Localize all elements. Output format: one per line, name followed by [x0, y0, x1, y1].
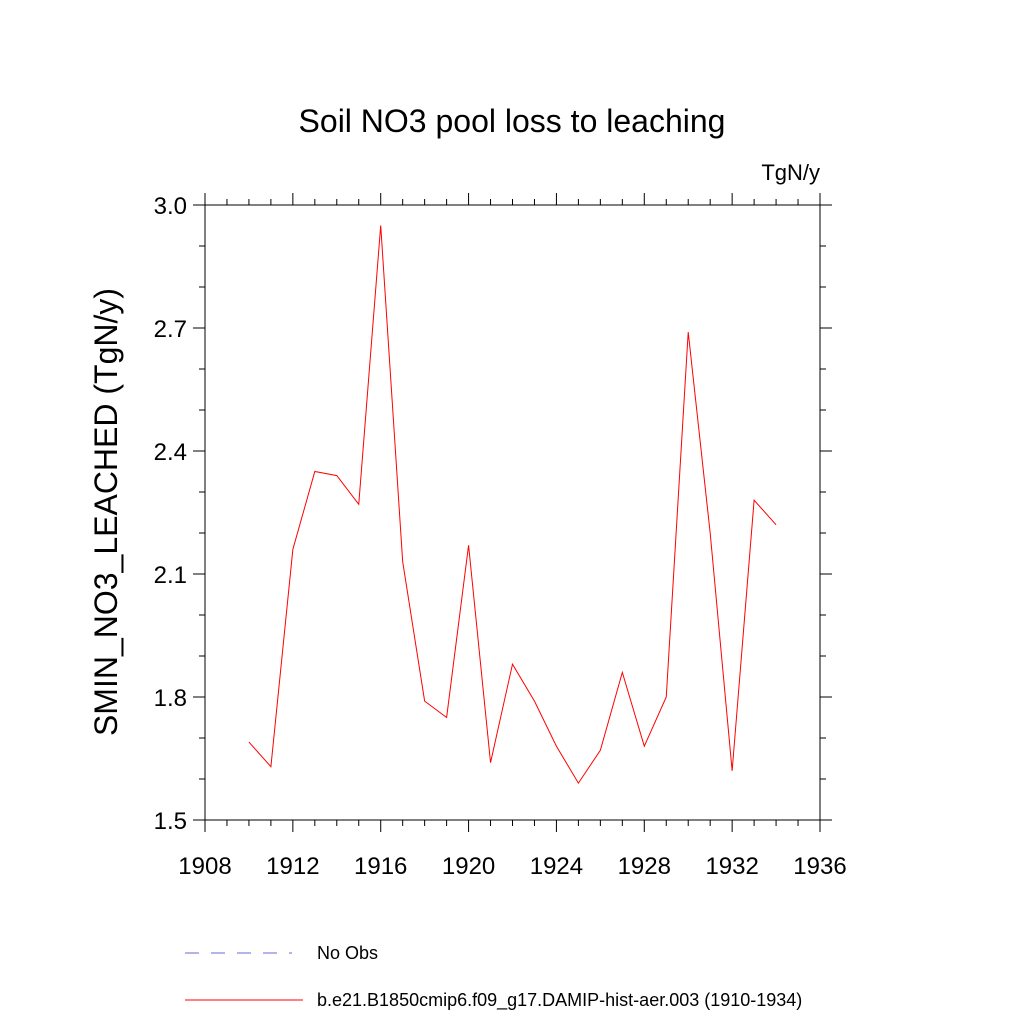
y-tick-label: 3.0 [154, 193, 187, 220]
x-tick-label: 1912 [266, 853, 319, 880]
series-line [248, 225, 777, 785]
axis-tick-labels: 1908 1912 1916 1920 1924 1928 1932 1936 1.5 1.8 2.… [154, 193, 847, 880]
series-layer [248, 225, 777, 785]
legend-label: b.e21.B1850cmip6.f09_g17.DAMIP-hist-aer.… [317, 990, 802, 1011]
legend: No Obs b.e21.B1850cmip6.f09_g17.DAMIP-his… [185, 943, 802, 1011]
y-tick-label: 2.7 [154, 316, 187, 343]
x-tick-label: 1920 [442, 853, 495, 880]
y-tick-label: 2.4 [154, 439, 187, 466]
legend-label: No Obs [317, 943, 378, 963]
x-tick-label: 1932 [705, 853, 758, 880]
chart-title: Soil NO3 pool loss to leaching [299, 103, 726, 139]
y-axis-label: SMIN_NO3_LEACHED (TgN/y) [88, 288, 124, 736]
x-tick-label: 1908 [178, 853, 231, 880]
x-tick-label: 1916 [354, 853, 407, 880]
units-label: TgN/y [761, 160, 820, 185]
x-tick-label: 1924 [530, 853, 583, 880]
y-tick-label: 1.5 [154, 808, 187, 835]
y-tick-label: 2.1 [154, 562, 187, 589]
y-tick-label: 1.8 [154, 685, 187, 712]
x-tick-label: 1936 [793, 853, 846, 880]
axis-ticks [193, 193, 832, 832]
x-tick-label: 1928 [618, 853, 671, 880]
